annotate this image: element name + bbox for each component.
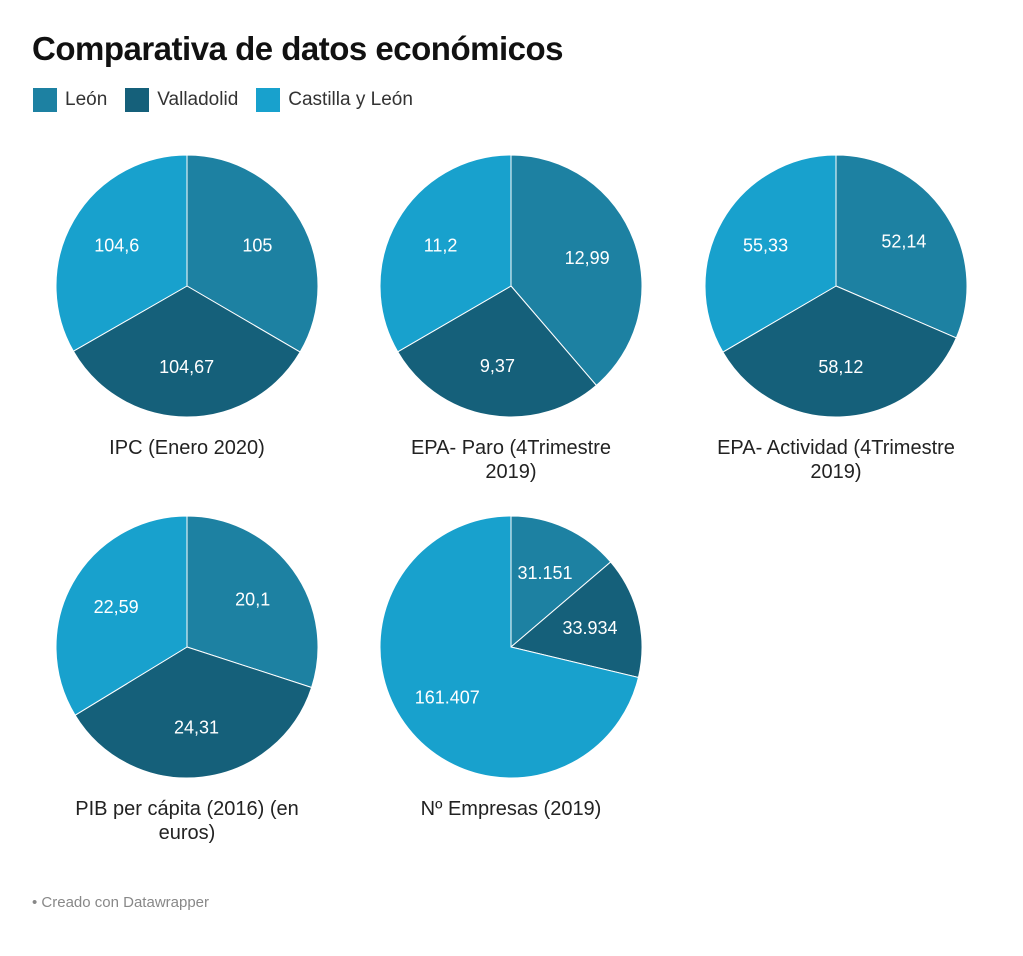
slice-label-valladolid: 33.934	[562, 618, 617, 638]
pie-slice-leon	[186, 154, 319, 353]
pie-title: 2019)	[810, 461, 861, 483]
slice-label-valladolid: 58,12	[818, 357, 863, 377]
pie-title: PIB per cápita (2016) (en	[75, 798, 298, 820]
slice-label-castilla-y-leon: 11,2	[424, 235, 458, 255]
slice-label-valladolid: 104,67	[159, 357, 214, 377]
legend-item-valladolid: Valladolid	[125, 88, 238, 112]
pie-slice-castilla-y-leon	[704, 154, 837, 353]
chart-title: Comparativa de datos económicos	[32, 30, 563, 67]
slice-label-valladolid: 9,37	[480, 356, 515, 376]
slice-label-valladolid: 24,31	[174, 718, 219, 738]
legend: León Valladolid Castilla y León	[33, 88, 431, 112]
legend-item-castilla-y-leon: Castilla y León	[256, 88, 413, 112]
slice-label-castilla-y-leon: 161.407	[415, 687, 480, 707]
pie-title: IPC (Enero 2020)	[109, 437, 265, 459]
slice-label-castilla-y-leon: 22,59	[94, 597, 139, 617]
legend-swatch-castilla-y-leon	[256, 88, 281, 112]
legend-label-castilla-y-leon: Castilla y León	[288, 89, 413, 110]
pie-slice-castilla-y-leon	[55, 154, 188, 352]
slice-label-leon: 20,1	[235, 589, 270, 609]
pie-slice-leon	[835, 154, 968, 339]
pie-slice-valladolid	[509, 561, 643, 679]
slice-label-castilla-y-leon: 55,33	[743, 236, 788, 256]
pie-slice-castilla-y-leon	[379, 515, 640, 779]
pie-slice-leon	[186, 515, 319, 689]
pie-slice-valladolid	[722, 285, 957, 418]
slice-label-leon: 52,14	[881, 231, 926, 251]
pie-title: EPA- Paro (4Trimestre	[411, 437, 611, 459]
footer-credit: • Creado con Datawrapper	[32, 894, 210, 911]
legend-item-leon: León	[33, 88, 107, 112]
pie-chart-5: 31.151 33.934 161.407 Nº Empresas (2019)	[379, 515, 643, 820]
pie-title: Nº Empresas (2019)	[421, 798, 602, 820]
pie-chart-3: 52,14 58,12 55,33 EPA- Actividad (4Trimestr…	[704, 154, 968, 483]
pie-chart-4: 20,1 24,31 22,59 PIB per cápita (2016) (ene…	[55, 515, 319, 844]
pie-title: EPA- Actividad (4Trimestre	[717, 437, 955, 459]
pie-title: 2019)	[485, 461, 536, 483]
slice-label-leon: 105	[242, 236, 272, 256]
legend-label-valladolid: Valladolid	[157, 89, 239, 110]
pie-title: euros)	[159, 822, 216, 844]
slice-label-leon: 12,99	[565, 248, 610, 268]
pie-slice-leon	[510, 515, 612, 649]
legend-swatch-leon	[33, 88, 57, 112]
slice-label-castilla-y-leon: 104,6	[94, 235, 139, 255]
pie-slice-castilla-y-leon	[379, 154, 512, 353]
legend-swatch-valladolid	[125, 88, 150, 112]
legend-label-leon: León	[65, 89, 108, 110]
pie-slice-castilla-y-leon	[55, 515, 188, 716]
pie-chart-1: 105 104,67 104,6 IPC (Enero 2020)	[55, 154, 319, 459]
pie-slice-leon	[510, 154, 643, 387]
slice-label-leon: 31.151	[517, 563, 572, 583]
pie-slice-valladolid	[397, 285, 598, 418]
